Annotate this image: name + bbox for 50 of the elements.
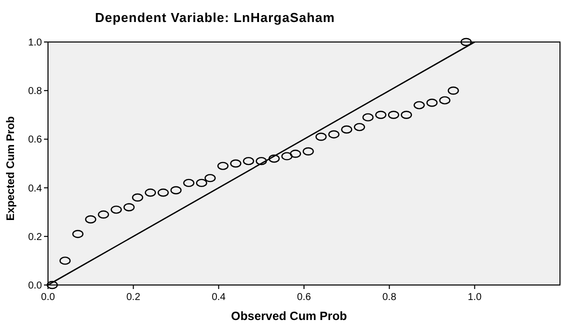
- point: [388, 110, 400, 119]
- point: [217, 162, 229, 170]
- point: [242, 156, 254, 166]
- y-tick-label: 0.0: [28, 280, 42, 292]
- x-tick-label: 0.6: [297, 292, 312, 303]
- y-tick-label: 1.0: [28, 38, 42, 48]
- point: [46, 280, 58, 290]
- x-tick-label: 1.0: [468, 292, 482, 303]
- point: [362, 113, 374, 122]
- point: [328, 130, 340, 138]
- point: [256, 156, 267, 166]
- point: [290, 150, 302, 158]
- point: [281, 152, 293, 160]
- point: [72, 230, 84, 238]
- point: [268, 154, 280, 163]
- y-tick-label: 0.6: [28, 134, 42, 146]
- point: [204, 174, 216, 182]
- point: [460, 38, 472, 46]
- point: [302, 147, 314, 156]
- x-tick-label: 0.4: [212, 292, 226, 303]
- point: [85, 215, 96, 224]
- y-tick-label: 0.4: [28, 183, 42, 194]
- point: [426, 98, 438, 107]
- point: [439, 96, 450, 104]
- point: [123, 203, 135, 212]
- point: [144, 188, 156, 197]
- point: [110, 206, 122, 214]
- point: [414, 101, 425, 110]
- point: [315, 132, 327, 141]
- point: [448, 86, 459, 95]
- x-axis-title: Observed Cum Prob: [230, 309, 348, 323]
- point: [158, 188, 169, 197]
- point: [59, 256, 71, 265]
- point: [375, 110, 386, 119]
- point: [341, 125, 352, 134]
- point: [183, 178, 194, 188]
- x-tick-label: 0.2: [126, 292, 141, 303]
- y-tick-label: 0.8: [28, 86, 42, 98]
- point: [132, 193, 144, 202]
- point: [98, 210, 110, 219]
- point: [230, 159, 242, 168]
- point: [196, 178, 208, 188]
- point: [170, 186, 182, 194]
- y-axis-title: Expected Cum Prob: [5, 116, 17, 221]
- point: [354, 122, 366, 132]
- x-tick-label: 0.0: [41, 292, 56, 303]
- chart-title: Dependent Variable: LnHargaSaham: [95, 10, 335, 25]
- point: [400, 110, 412, 119]
- x-tick-label: 0.8: [382, 292, 397, 303]
- y-tick-label: 0.2: [28, 232, 42, 243]
